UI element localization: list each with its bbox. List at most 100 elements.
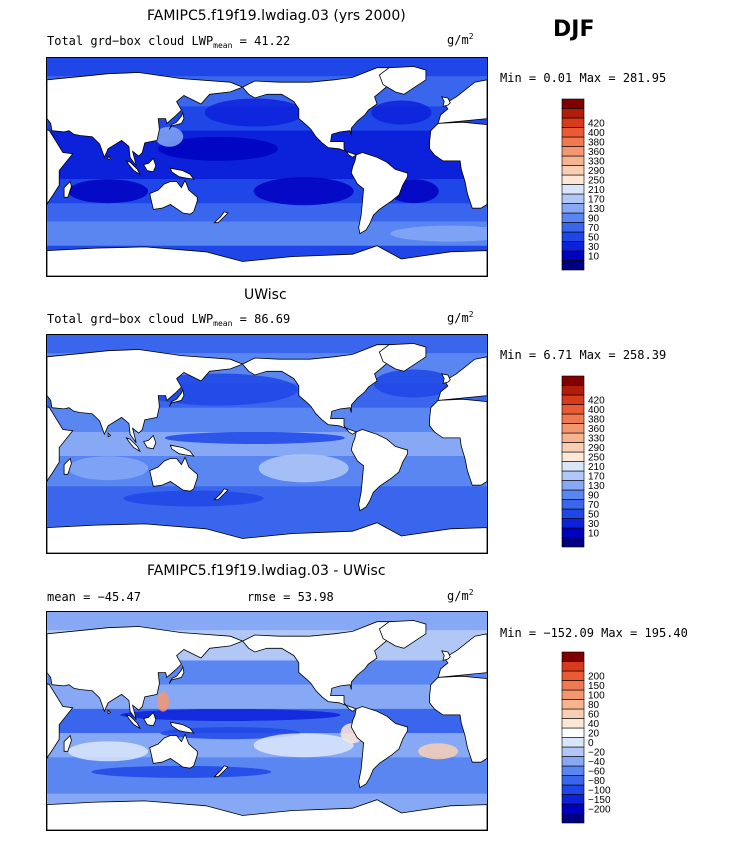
landmass-america_s (350, 152, 409, 235)
landmass-uk (441, 650, 451, 661)
colorbar-box (561, 699, 585, 710)
landmass-europe_w (437, 633, 487, 678)
field-band (47, 154, 487, 180)
landmass-greenland (378, 343, 427, 372)
landmass-america_s (350, 429, 409, 512)
field-blob (155, 126, 184, 147)
colorbar-box (561, 108, 585, 119)
colorbar-label: 360 (588, 147, 605, 158)
colorbar-box (561, 375, 585, 386)
colorbar-box (561, 250, 585, 261)
colorbar-box (561, 784, 585, 795)
panel-diff-title: FAMIPC5.f19f19.lwdiag.03 - UWisc (147, 563, 386, 579)
panel-model-units: g/m2 (447, 32, 474, 47)
panel-obs-minmax: Min = 6.71 Max = 258.39 (500, 348, 667, 362)
colorbar-label: −200 (588, 804, 611, 815)
colorbar-box (561, 413, 585, 424)
panel-diff-mean: mean = −45.47 (47, 590, 141, 604)
landmass-japan (168, 665, 185, 684)
landmass-borneo (142, 711, 157, 727)
colorbar-label: 30 (588, 242, 600, 253)
panel-diff-units: g/m2 (447, 588, 474, 603)
colorbar-box (561, 508, 585, 519)
colorbar-label: −40 (588, 757, 605, 768)
landmass-uk (441, 373, 451, 384)
panel-diff-minmax: Min = −152.09 Max = 195.40 (500, 626, 688, 640)
colorbar-label: 420 (588, 395, 605, 406)
landmass-africa_w (429, 675, 487, 763)
colorbar-label: −60 (588, 766, 605, 777)
colorbar-label: 80 (588, 700, 600, 711)
colorbar-label: 150 (588, 681, 605, 692)
colorbar-label: 130 (588, 204, 605, 215)
colorbar-label: 380 (588, 414, 605, 425)
landmass-europe_w (437, 79, 487, 124)
colorbar-box (561, 756, 585, 767)
field-blob (258, 454, 349, 483)
colorbar-box (561, 680, 585, 691)
colorbar-label: 250 (588, 452, 605, 463)
colorbar-box (561, 165, 585, 176)
landmass-borneo (142, 434, 157, 450)
colorbar-box (561, 708, 585, 719)
landmass-uk (441, 96, 451, 107)
colorbar-box (561, 155, 585, 166)
landmass-europe_w (437, 356, 487, 401)
colorbar-box (561, 489, 585, 500)
colorbar-box (561, 174, 585, 185)
colorbar-box (561, 404, 585, 415)
colorbar-label: 330 (588, 433, 605, 444)
colorbar-box (561, 451, 585, 462)
landmass-australia (149, 456, 198, 492)
landmass-india_ceylon (107, 709, 112, 715)
field-blob (68, 741, 149, 762)
field-blob (68, 179, 149, 204)
landmass-nz (213, 765, 229, 778)
season-label: DJF (553, 17, 595, 42)
field-blob (253, 733, 354, 758)
landmass-sumatra (125, 714, 141, 730)
colorbar-label: 400 (588, 405, 605, 416)
colorbar-label: 40 (588, 719, 600, 730)
colorbar-box (561, 670, 585, 681)
field-blob (371, 100, 432, 125)
colorbar-label: 210 (588, 185, 605, 196)
colorbar-label: 200 (588, 671, 605, 682)
colorbar-box (561, 794, 585, 805)
landmass-madagascar (63, 180, 72, 198)
landmass-australia (149, 179, 198, 215)
landmass-africa_w (429, 398, 487, 486)
landmass-africa (47, 683, 74, 759)
colorbar-box (561, 765, 585, 776)
colorbar-box (561, 461, 585, 472)
field-blob (68, 456, 149, 481)
landmass-antarctica (47, 245, 487, 276)
field-blob (164, 431, 345, 444)
colorbar-label: −150 (588, 795, 611, 806)
colorbar-label: 400 (588, 128, 605, 139)
field-blob (418, 743, 459, 760)
colorbar-box (561, 727, 585, 738)
colorbar-box (561, 470, 585, 481)
field-blob (160, 727, 301, 740)
panel-obs-units: g/m2 (447, 310, 474, 325)
landmass-eurasia (47, 626, 244, 721)
panel-diff-map (46, 611, 488, 831)
colorbar-label: −80 (588, 776, 605, 787)
colorbar-label: 0 (588, 738, 594, 749)
colorbar-box (561, 184, 585, 195)
landmass-newguinea (169, 721, 195, 734)
colorbar-label: 170 (588, 471, 605, 482)
colorbar-label: 420 (588, 118, 605, 129)
colorbar-box (561, 499, 585, 510)
landmass-eurasia (47, 72, 244, 167)
landmass-america_s (350, 706, 409, 789)
colorbar-label: 360 (588, 424, 605, 435)
landmass-japan (168, 388, 185, 407)
panel-model-colorbar: 10 30 50 70 90 130 170 210 250 290 330 360 380 400 420 (561, 98, 632, 274)
panel-obs-mean-label: Total grd−box cloud LWPmean = 86.69 (47, 312, 291, 328)
colorbar-box (561, 203, 585, 214)
panel-model-map (46, 57, 488, 277)
landmass-newguinea (169, 167, 195, 180)
landmass-australia (149, 733, 198, 769)
